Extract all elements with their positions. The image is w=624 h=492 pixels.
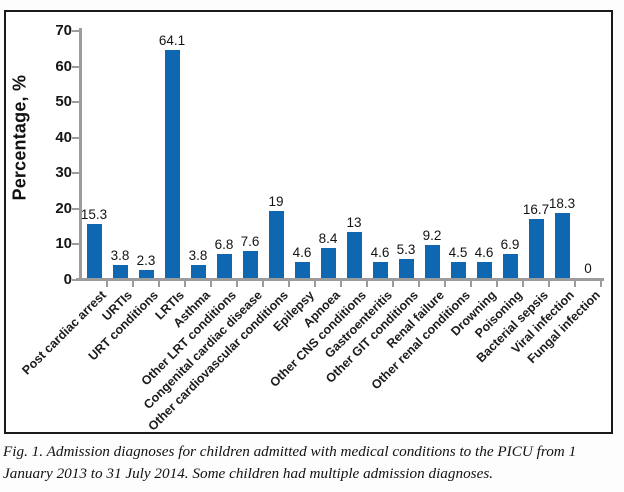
y-tick-label: 60 xyxy=(55,57,72,75)
bar xyxy=(216,253,232,278)
y-axis-line xyxy=(79,28,82,281)
bar-value-label: 4.5 xyxy=(448,245,468,261)
x-tick xyxy=(262,281,264,287)
y-tick-label: 70 xyxy=(55,22,72,39)
bar xyxy=(450,262,466,278)
bar-value-label: 13 xyxy=(346,214,362,230)
bar xyxy=(424,245,440,278)
x-tick xyxy=(184,281,186,287)
x-tick xyxy=(366,281,368,287)
bar xyxy=(346,231,362,278)
x-tick xyxy=(444,281,446,287)
y-tick xyxy=(72,278,79,281)
bar xyxy=(554,213,570,278)
bar-value-label: 15.3 xyxy=(80,206,108,222)
bar-value-label: 0 xyxy=(584,261,592,276)
y-tick xyxy=(72,136,79,139)
y-tick xyxy=(72,207,79,210)
bar xyxy=(268,210,284,278)
x-tick xyxy=(548,281,550,287)
y-tick-label: 30 xyxy=(55,164,72,181)
y-tick-label: 0 xyxy=(63,270,72,288)
bar-value-label: 2.3 xyxy=(136,252,156,268)
bar xyxy=(86,223,102,278)
x-tick xyxy=(314,281,316,287)
x-tick xyxy=(236,281,238,287)
bar xyxy=(320,248,336,278)
y-tick-label: 50 xyxy=(55,93,72,110)
y-tick-label: 10 xyxy=(55,235,72,252)
bar-value-label: 6.9 xyxy=(500,236,520,252)
y-tick xyxy=(72,30,79,32)
x-tick xyxy=(392,281,394,287)
y-tick-label: 40 xyxy=(55,128,72,146)
bar-value-label: 7.6 xyxy=(240,234,260,250)
x-tick xyxy=(470,281,472,287)
y-tick-label: 20 xyxy=(55,199,72,217)
bar-value-label: 4.6 xyxy=(292,244,312,260)
bar xyxy=(398,259,414,278)
bar xyxy=(164,50,180,278)
x-tick xyxy=(132,281,134,287)
chart-frame xyxy=(4,10,613,434)
bar-value-label: 3.8 xyxy=(188,247,208,263)
bar-value-label: 9.2 xyxy=(422,228,442,244)
y-tick xyxy=(72,101,79,103)
bar-value-label: 64.1 xyxy=(158,33,186,49)
bar-value-label: 8.4 xyxy=(318,231,338,247)
bar-value-label: 16.7 xyxy=(522,201,550,217)
bar xyxy=(190,264,206,278)
bar-value-label: 18.3 xyxy=(548,196,576,212)
bar xyxy=(502,253,518,278)
bar-value-label: 3.8 xyxy=(110,247,130,263)
x-tick xyxy=(574,281,576,287)
bar xyxy=(112,264,128,278)
x-tick xyxy=(418,281,420,287)
bar-value-label: 19 xyxy=(268,193,284,209)
bar xyxy=(138,269,154,278)
bar xyxy=(476,261,492,278)
bar-value-label: 6.8 xyxy=(214,236,234,252)
bar xyxy=(528,218,544,278)
bar xyxy=(242,251,258,278)
bar xyxy=(294,261,310,278)
bar-value-label: 4.6 xyxy=(474,244,494,260)
x-tick xyxy=(288,281,290,287)
x-tick xyxy=(496,281,498,287)
x-tick xyxy=(522,281,524,287)
figure-caption: Fig. 1. Admission diagnoses for children… xyxy=(3,443,577,482)
y-tick xyxy=(72,243,79,245)
x-tick xyxy=(158,281,160,287)
y-tick xyxy=(72,172,79,174)
x-axis-line xyxy=(76,278,604,281)
x-tick xyxy=(210,281,212,287)
x-tick xyxy=(340,281,342,287)
x-tick xyxy=(106,281,108,287)
x-tick xyxy=(600,281,602,287)
bar xyxy=(372,261,388,278)
bar-value-label: 5.3 xyxy=(396,242,416,258)
bar-value-label: 4.6 xyxy=(370,244,390,260)
y-tick xyxy=(72,65,79,68)
x-category-label: Post cardiac arrest xyxy=(19,288,109,378)
